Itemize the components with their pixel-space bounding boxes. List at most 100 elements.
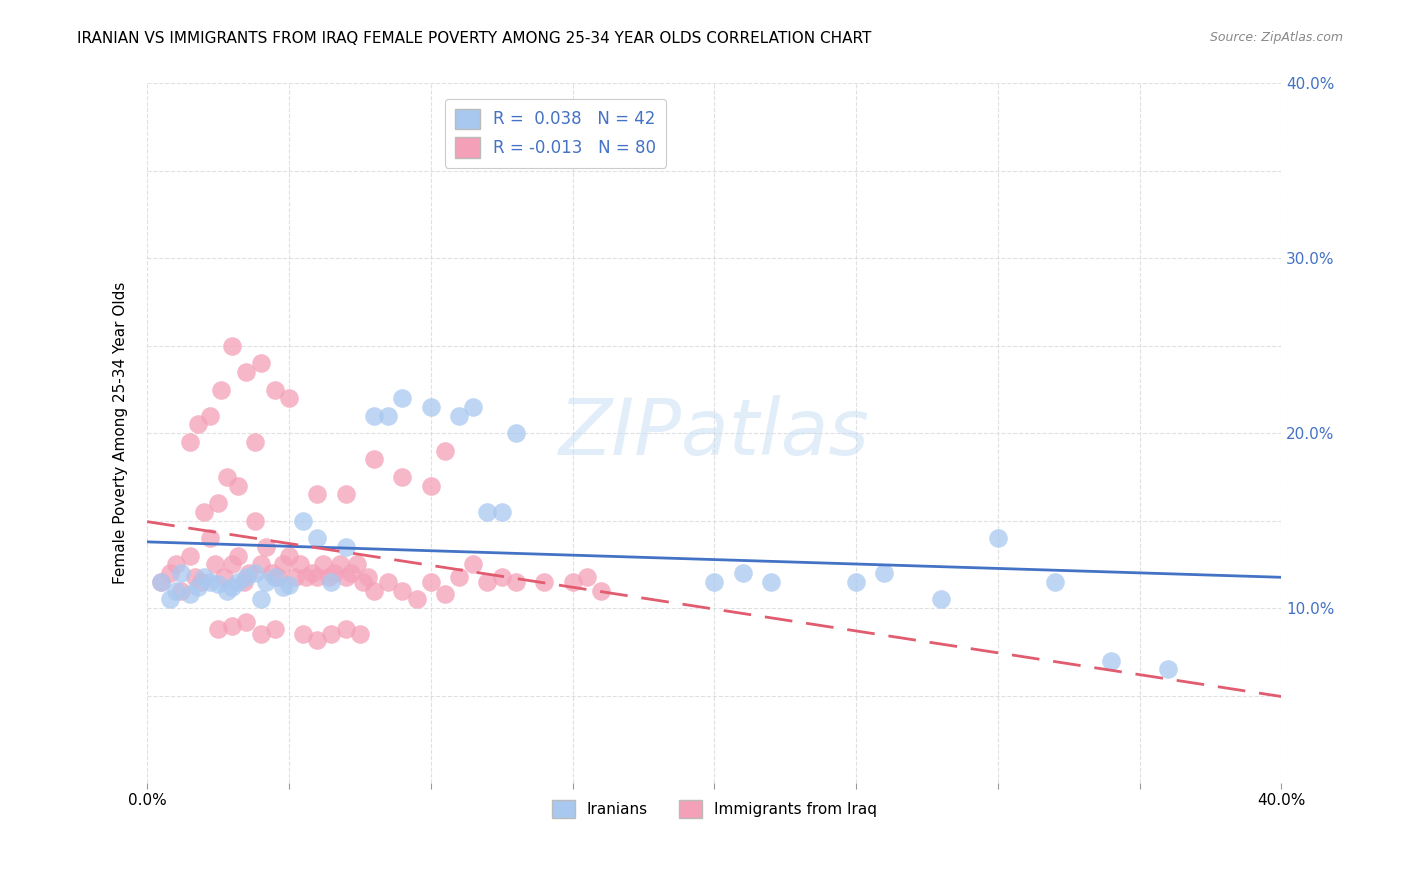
Point <box>193 569 215 583</box>
Point <box>391 470 413 484</box>
Point <box>419 479 441 493</box>
Point <box>159 566 181 581</box>
Point <box>346 558 368 572</box>
Point <box>198 574 221 589</box>
Point <box>170 583 193 598</box>
Point <box>165 583 187 598</box>
Point <box>249 592 271 607</box>
Point <box>449 409 471 423</box>
Point <box>159 592 181 607</box>
Point <box>318 569 340 583</box>
Point <box>184 569 207 583</box>
Point <box>363 583 385 598</box>
Point <box>278 391 301 405</box>
Point <box>292 627 315 641</box>
Point <box>589 583 612 598</box>
Point <box>505 426 527 441</box>
Point <box>226 574 249 589</box>
Point <box>235 365 257 379</box>
Point <box>307 531 329 545</box>
Text: Source: ZipAtlas.com: Source: ZipAtlas.com <box>1209 31 1343 45</box>
Point <box>357 569 380 583</box>
Point <box>193 505 215 519</box>
Text: ZIPatlas: ZIPatlas <box>558 395 870 471</box>
Point <box>215 583 238 598</box>
Point <box>179 549 201 563</box>
Point <box>433 443 456 458</box>
Point <box>204 558 226 572</box>
Point <box>271 580 294 594</box>
Point <box>150 574 173 589</box>
Point <box>987 531 1010 545</box>
Point <box>221 580 243 594</box>
Point <box>292 514 315 528</box>
Y-axis label: Female Poverty Among 25-34 Year Olds: Female Poverty Among 25-34 Year Olds <box>114 282 128 584</box>
Point <box>179 434 201 449</box>
Point <box>463 400 485 414</box>
Point <box>198 409 221 423</box>
Point <box>323 566 346 581</box>
Point <box>1099 654 1122 668</box>
Point <box>198 531 221 545</box>
Point <box>561 574 583 589</box>
Legend: Iranians, Immigrants from Iraq: Iranians, Immigrants from Iraq <box>546 794 883 824</box>
Point <box>731 566 754 581</box>
Point <box>207 622 229 636</box>
Point <box>238 566 260 581</box>
Point <box>235 615 257 629</box>
Point <box>263 569 285 583</box>
Point <box>295 569 318 583</box>
Point <box>209 383 232 397</box>
Point <box>363 452 385 467</box>
Point <box>249 558 271 572</box>
Point <box>759 574 782 589</box>
Point <box>307 487 329 501</box>
Point <box>179 587 201 601</box>
Point <box>335 622 357 636</box>
Point <box>243 566 266 581</box>
Point <box>349 627 371 641</box>
Point <box>575 569 598 583</box>
Point <box>307 569 329 583</box>
Point <box>284 569 307 583</box>
Point <box>187 580 209 594</box>
Point <box>165 558 187 572</box>
Point <box>271 558 294 572</box>
Point <box>449 569 471 583</box>
Point <box>235 569 257 583</box>
Point <box>463 558 485 572</box>
Point <box>312 558 335 572</box>
Point <box>243 434 266 449</box>
Point <box>263 622 285 636</box>
Point <box>226 549 249 563</box>
Point <box>254 540 277 554</box>
Point <box>335 569 357 583</box>
Point <box>321 574 343 589</box>
Point <box>419 400 441 414</box>
Point <box>301 566 323 581</box>
Point <box>433 587 456 601</box>
Point <box>221 618 243 632</box>
Point <box>207 496 229 510</box>
Point <box>329 558 352 572</box>
Point <box>215 470 238 484</box>
Point <box>929 592 952 607</box>
Point <box>190 574 212 589</box>
Point <box>391 583 413 598</box>
Point <box>363 409 385 423</box>
Point <box>491 505 513 519</box>
Point <box>263 383 285 397</box>
Point <box>254 574 277 589</box>
Point <box>533 574 555 589</box>
Point <box>335 487 357 501</box>
Point <box>477 505 499 519</box>
Point <box>212 569 235 583</box>
Point <box>150 574 173 589</box>
Point <box>335 540 357 554</box>
Point <box>249 627 271 641</box>
Point <box>419 574 441 589</box>
Point <box>352 574 374 589</box>
Point <box>170 566 193 581</box>
Point <box>278 578 301 592</box>
Point <box>873 566 896 581</box>
